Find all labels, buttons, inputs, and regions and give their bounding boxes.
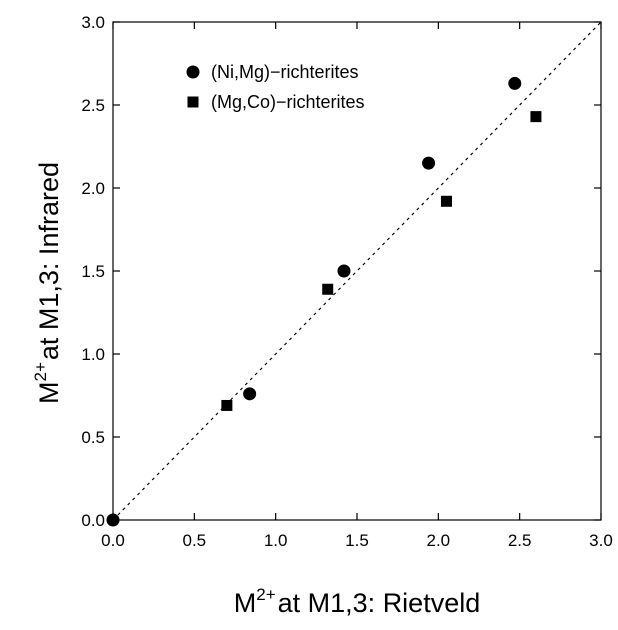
y-tick-label: 2.5 xyxy=(81,96,105,115)
legend-entry-label: (Mg,Co)−richterites xyxy=(211,92,365,112)
y-axis-title-rest: at M1,3: Infrared xyxy=(34,162,64,360)
data-points xyxy=(106,76,542,527)
y-axis-title: M2+ at M1,3: Infrared xyxy=(31,162,64,404)
mg-co-richterite-point xyxy=(530,111,542,123)
mg-co-richterite-point xyxy=(440,195,452,207)
mg-co-richterite-point xyxy=(322,283,334,295)
x-tick-label: 0.0 xyxy=(101,531,125,550)
x-tick-label: 0.5 xyxy=(183,531,207,550)
x-tick-label: 1.0 xyxy=(264,531,288,550)
x-axis-title-base: M xyxy=(234,588,257,618)
x-axis-title: M2+at M1,3: Rietveld xyxy=(234,585,480,618)
ni-mg-richterite-point xyxy=(422,156,436,170)
x-tick-label: 3.0 xyxy=(589,531,613,550)
axis-tick-labels: 0.0 0.5 1.0 1.5 2.0 2.5 3.0 0.0 0.5 1.0 1.5 2.0 2.5 3… xyxy=(81,13,612,550)
legend-circle-marker xyxy=(186,65,200,79)
y-tick-label: 3.0 xyxy=(81,13,105,32)
y-tick-label: 1.0 xyxy=(81,345,105,364)
x-tick-label: 1.5 xyxy=(345,531,369,550)
x-tick-label: 2.5 xyxy=(508,531,532,550)
y-axis-title-base: M xyxy=(34,382,64,405)
ni-mg-richterite-point xyxy=(106,513,120,527)
y-tick-label: 0.0 xyxy=(81,511,105,530)
legend-entry-label: (Ni,Mg)−richterites xyxy=(211,62,359,82)
y-tick-label: 1.5 xyxy=(81,262,105,281)
x-axis-title-rest: at M1,3: Rietveld xyxy=(278,588,481,618)
x-tick-label: 2.0 xyxy=(427,531,451,550)
y-tick-label: 0.5 xyxy=(81,428,105,447)
legend-square-marker xyxy=(187,96,199,108)
ni-mg-richterite-point xyxy=(508,76,522,90)
mg-co-richterite-point xyxy=(221,399,233,411)
legend: (Ni,Mg)−richterites (Mg,Co)−richterites xyxy=(186,62,365,112)
y-tick-label: 2.0 xyxy=(81,179,105,198)
identity-reference-line xyxy=(112,21,602,521)
ni-mg-richterite-point xyxy=(243,387,257,401)
y-axis-title-superscript: 2+ xyxy=(31,362,50,381)
x-axis-title-superscript: 2+ xyxy=(256,585,275,604)
ni-mg-richterite-point xyxy=(337,264,351,278)
axis-ticks xyxy=(112,21,602,521)
